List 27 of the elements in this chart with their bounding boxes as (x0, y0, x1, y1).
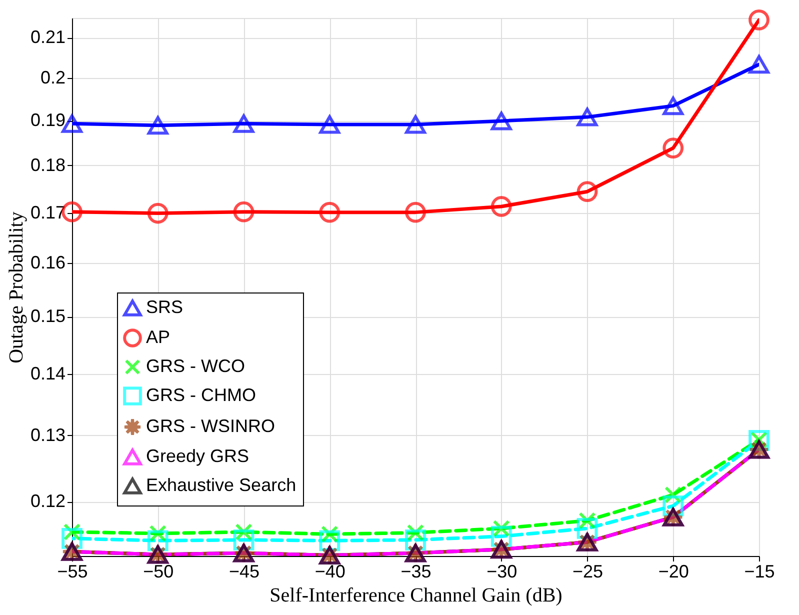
x-tick-label: −50 (143, 562, 174, 582)
y-tick-label: 0.16 (30, 252, 66, 273)
y-tick-label: 0.12 (30, 491, 66, 512)
x-axis-title: Self-Interference Channel Gain (dB) (270, 584, 562, 606)
y-tick-label: 0.13 (30, 424, 66, 445)
x-tick-label: −45 (228, 562, 260, 582)
x-tick-label: −40 (314, 562, 346, 582)
x-tick-label: −20 (658, 562, 689, 582)
y-tick-label: 0.14 (30, 363, 66, 384)
x-tick-label: −25 (572, 562, 604, 582)
y-tick-label: 0.15 (30, 306, 66, 326)
legend-label: AP (146, 327, 170, 347)
y-axis-title: Outage Probability (5, 212, 28, 364)
legend-label: Greedy GRS (146, 446, 250, 466)
y-tick-label: 0.19 (30, 110, 66, 130)
legend-label: SRS (146, 297, 184, 317)
legend-label: GRS - CHMO (146, 385, 256, 405)
x-tick-label: −15 (744, 562, 775, 582)
y-tick-label: 0.2 (40, 67, 66, 88)
x-tick-label: −55 (57, 562, 88, 582)
legend-label: GRS - WSINRO (146, 416, 275, 436)
y-tick-label: 0.18 (30, 154, 66, 175)
x-tick-label: −35 (400, 562, 432, 582)
legend-label: Exhaustive Search (146, 475, 296, 495)
y-tick-label: 0.21 (30, 27, 66, 48)
legend-label: GRS - WCO (146, 356, 245, 376)
x-tick-label: −30 (486, 562, 518, 582)
